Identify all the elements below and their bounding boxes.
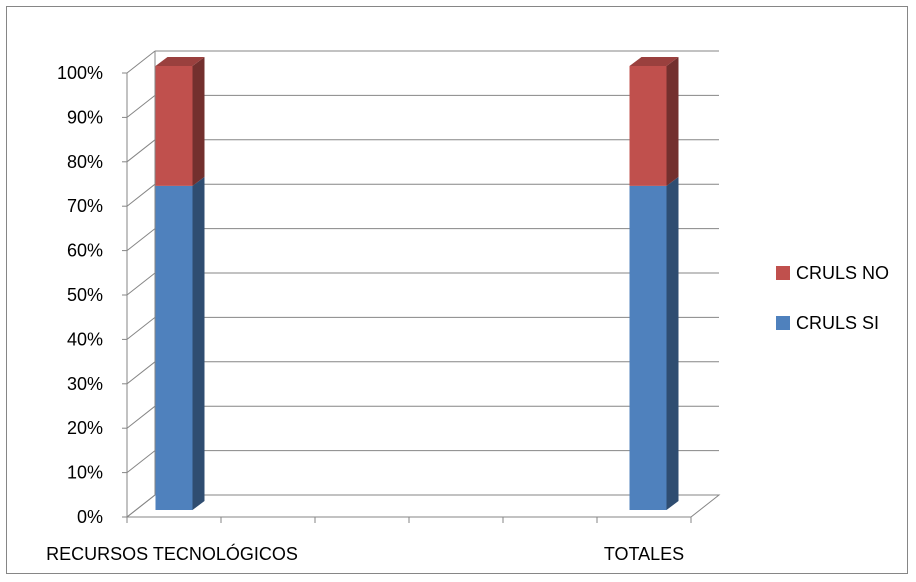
axes [122, 72, 692, 523]
side-wall-gridline [126, 361, 156, 385]
bar-top-cruls-no [629, 57, 679, 66]
x-tick-labels: RECURSOS TECNOLÓGICOS TOTALES [46, 543, 684, 564]
bar-segment-cruls-si [155, 185, 193, 510]
y-tick-label: 80% [67, 152, 103, 172]
gridlines [126, 50, 719, 518]
legend-swatch [776, 316, 790, 330]
legend: CRULS NO CRULS SI [776, 263, 889, 333]
y-tick-label: 40% [67, 329, 103, 349]
bar-segment-cruls-si [629, 185, 667, 510]
bar-segment-cruls-no [155, 66, 193, 186]
bars [155, 57, 679, 510]
side-wall-gridline [126, 450, 156, 473]
y-tick-label: 60% [67, 241, 103, 261]
x-tick-label: TOTALES [604, 544, 684, 564]
side-wall-gridline [126, 272, 156, 296]
legend-swatch [776, 266, 790, 280]
side-wall-gridline [126, 95, 156, 118]
bar-side-cruls-si [666, 176, 679, 510]
side-wall-gridline [126, 139, 156, 163]
side-wall-gridline [126, 228, 156, 251]
bar-side-cruls-no [666, 57, 679, 186]
side-wall-gridline [126, 494, 156, 518]
y-tick-label: 100% [57, 63, 103, 83]
y-tick-label: 70% [67, 196, 103, 216]
bar-side-cruls-no [192, 57, 205, 186]
side-wall-gridline [126, 317, 156, 340]
y-tick-label: 30% [67, 374, 103, 394]
side-wall-gridline [126, 405, 156, 429]
y-tick-label: 20% [67, 418, 103, 438]
y-tick-labels: 0% 10% 20% 30% 40% 50% 60% 70% 80% 90% 100% [57, 63, 103, 527]
bar-top-cruls-no [155, 57, 205, 66]
y-tick-label: 0% [77, 507, 103, 527]
bar-side-cruls-si [192, 176, 205, 510]
legend-label: CRULS NO [796, 263, 889, 283]
x-tick-label: RECURSOS TECNOLÓGICOS [46, 543, 298, 564]
side-wall-gridline [126, 183, 156, 207]
y-tick-label: 10% [67, 463, 103, 483]
y-tick-label: 90% [67, 107, 103, 127]
y-tick-label: 50% [67, 285, 103, 305]
side-wall-gridline [126, 50, 156, 74]
bar-segment-cruls-no [629, 66, 667, 186]
legend-label: CRULS SI [796, 313, 879, 333]
